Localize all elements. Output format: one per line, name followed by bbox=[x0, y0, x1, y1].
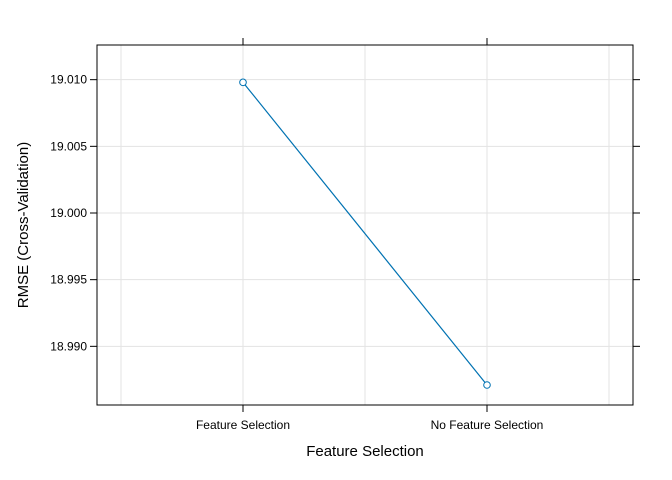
y-tick-label: 19.010 bbox=[50, 73, 87, 87]
series-line bbox=[242, 81, 488, 386]
plot-frame bbox=[96, 44, 634, 406]
x-tick-label: No Feature Selection bbox=[431, 418, 544, 432]
data-point-marker bbox=[239, 78, 247, 87]
x-axis-title: Feature Selection bbox=[306, 443, 424, 460]
y-tick-label: 19.000 bbox=[50, 206, 87, 220]
x-tick-label: Feature Selection bbox=[196, 418, 290, 432]
series-layer bbox=[239, 78, 491, 389]
y-tick-label: 18.995 bbox=[50, 273, 87, 287]
y-tick-label: 19.005 bbox=[50, 139, 87, 153]
y-tick-label: 18.990 bbox=[50, 339, 87, 353]
axis-ticks bbox=[90, 38, 640, 412]
data-point-marker bbox=[483, 381, 491, 389]
grid-lines bbox=[97, 45, 633, 405]
y-axis-title: RMSE (Cross-Validation) bbox=[15, 142, 32, 308]
tick-labels: 18.990 18.995 19.000 19.005 19.010 Feature Se… bbox=[50, 73, 543, 432]
